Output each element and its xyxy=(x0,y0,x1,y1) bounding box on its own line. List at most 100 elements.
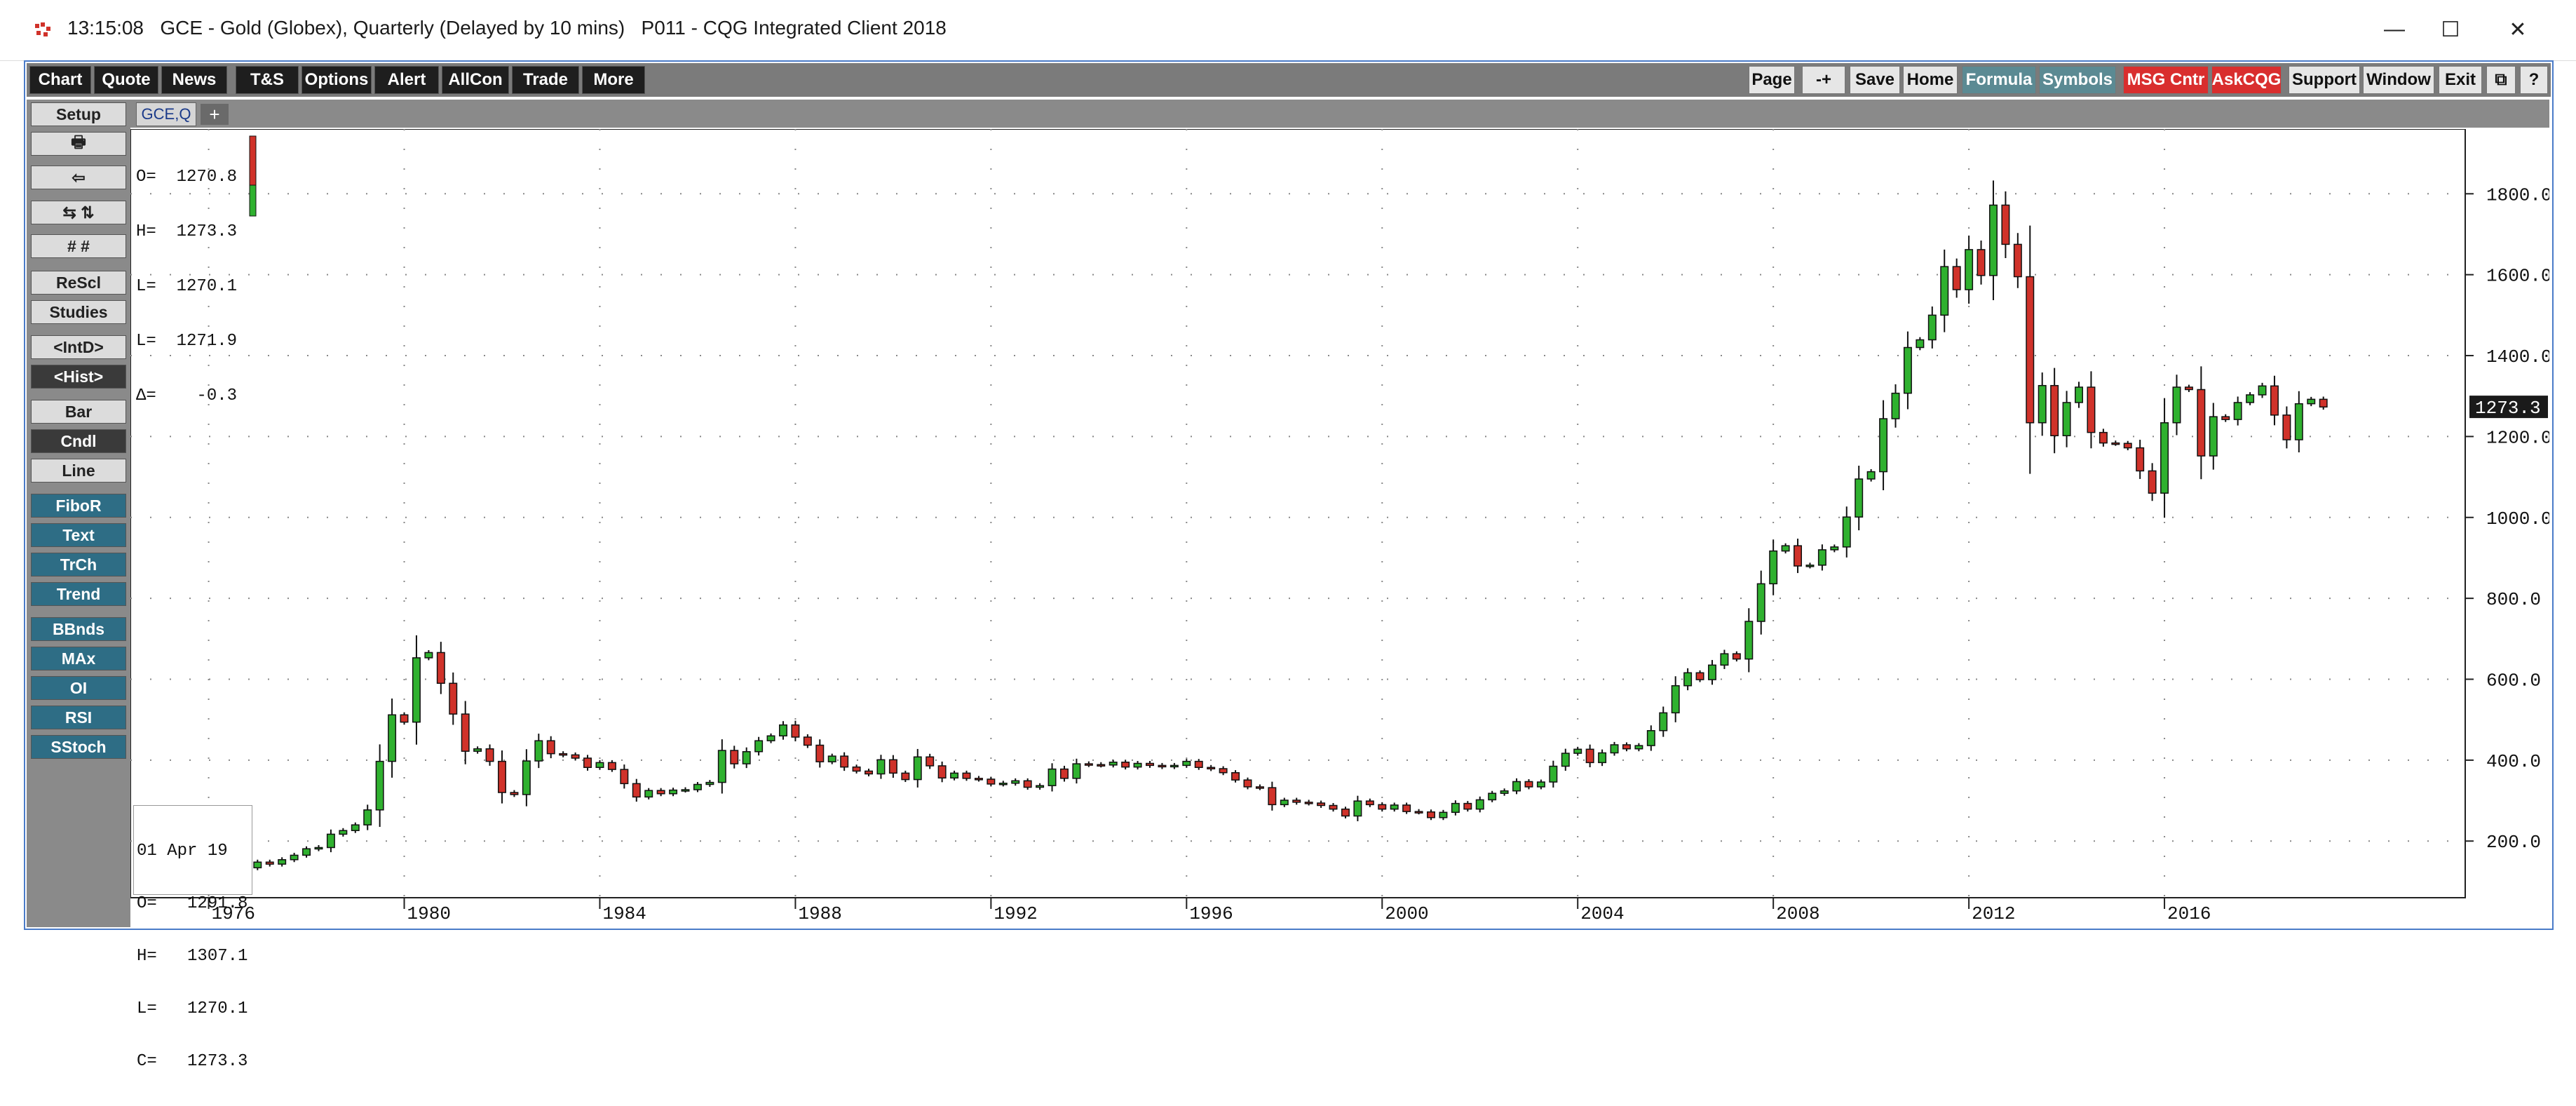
candle-down xyxy=(1158,764,1167,768)
candle-up xyxy=(522,760,531,795)
help-button[interactable]: ? xyxy=(2520,66,2548,94)
candle-up xyxy=(363,809,372,825)
candle-up xyxy=(1048,768,1057,786)
candle-down xyxy=(2050,384,2059,436)
menu-ts-button[interactable]: T&S xyxy=(236,66,299,94)
candle-up xyxy=(2233,402,2242,420)
candle-down xyxy=(962,772,971,779)
x-tick-label: 1980 xyxy=(407,903,451,924)
print-icon[interactable]: 🖶 xyxy=(31,132,126,156)
candle-up xyxy=(1646,730,1655,746)
menu-quote-button[interactable]: Quote xyxy=(94,66,158,94)
maximize-button[interactable]: ☐ xyxy=(2441,18,2460,41)
bar-chart-button[interactable]: Bar xyxy=(31,400,126,424)
y-tick-label: 1600.0 xyxy=(2486,266,2549,287)
restore-icon[interactable]: ⧉ xyxy=(2486,66,2516,94)
candle-up xyxy=(1512,781,1521,792)
candle-up xyxy=(2062,402,2071,436)
formula-button[interactable]: Formula xyxy=(1962,66,2036,94)
candle-down xyxy=(1231,772,1240,781)
tab-gce-q[interactable]: GCE,Q xyxy=(136,102,196,126)
candle-up xyxy=(766,735,775,741)
support-button[interactable]: Support xyxy=(2289,66,2360,94)
candle-up xyxy=(2294,403,2303,440)
back-icon[interactable]: ⇦ xyxy=(31,166,126,189)
menu-alert-button[interactable]: Alert xyxy=(374,66,439,94)
x-tick-label: 1976 xyxy=(212,903,255,924)
ohlc-line: O= 1270.8 xyxy=(136,168,238,187)
msg-center-button[interactable]: MSG Cntr xyxy=(2123,66,2209,94)
candle-up xyxy=(1536,781,1545,788)
menu-news-button[interactable]: News xyxy=(161,66,227,94)
candle-down xyxy=(1402,804,1411,812)
candle-down xyxy=(1427,811,1435,818)
moving-average-button[interactable]: MAx xyxy=(31,647,126,670)
menu-trade-button[interactable]: Trade xyxy=(512,66,579,94)
trendline-button[interactable]: Trend xyxy=(31,582,126,606)
current-candle-body xyxy=(249,135,257,186)
text-tool-button[interactable]: Text xyxy=(31,523,126,547)
candle-down xyxy=(1304,802,1313,804)
candle-up xyxy=(1170,764,1179,768)
cqg-app-icon xyxy=(35,22,50,36)
candle-up xyxy=(2160,422,2169,494)
page-button[interactable]: Page xyxy=(1749,66,1795,94)
exit-button[interactable]: Exit xyxy=(2439,66,2482,94)
chart-area[interactable]: 200.0 400.0 600.0 800.0 1000.0 1200.0 1400.0 16… xyxy=(130,128,2552,927)
candle-down xyxy=(2136,447,2145,472)
candle-down xyxy=(1097,764,1106,767)
candle-up xyxy=(1488,793,1497,801)
askcqg-button[interactable]: AskCQG xyxy=(2211,66,2282,94)
candle-up xyxy=(375,760,384,811)
candle-down xyxy=(1695,672,1704,680)
candle-up xyxy=(1891,392,1900,419)
historical-button[interactable]: <Hist> xyxy=(31,365,126,389)
candle-up xyxy=(1781,545,1790,552)
candle-down xyxy=(1732,653,1741,660)
home-button[interactable]: Home xyxy=(1903,66,1958,94)
candle-chart-button[interactable]: Cndl xyxy=(31,429,126,453)
line-chart-button[interactable]: Line xyxy=(31,459,126,483)
candle-up xyxy=(1451,802,1460,814)
ohlc-line: H= 1273.3 xyxy=(136,222,238,241)
candle-up xyxy=(424,652,433,659)
candle-down xyxy=(449,682,458,715)
symbols-button[interactable]: Symbols xyxy=(2039,66,2116,94)
fibonacci-button[interactable]: FiboR xyxy=(31,494,126,518)
close-button[interactable]: ✕ xyxy=(2509,18,2527,41)
candle-up xyxy=(681,789,690,792)
intraday-button[interactable]: <IntD> xyxy=(31,335,126,359)
swap-axes-icon[interactable]: ⇆ ⇅ xyxy=(31,201,126,224)
price-chart[interactable]: 200.0 400.0 600.0 800.0 1000.0 1200.0 1400.0 16… xyxy=(130,128,2552,927)
minimize-button[interactable]: — xyxy=(2384,18,2405,41)
grid-toggle-icon[interactable]: # # xyxy=(31,234,126,258)
rescale-button[interactable]: ReScl xyxy=(31,271,126,295)
menu-allcon-button[interactable]: AllCon xyxy=(442,66,509,94)
zoom-toggle-button[interactable]: -+ xyxy=(1802,66,1845,94)
candle-down xyxy=(1121,762,1130,768)
y-tick-label: 1000.0 xyxy=(2486,508,2549,530)
menu-chart-button[interactable]: Chart xyxy=(29,66,91,94)
bollinger-bands-button[interactable]: BBnds xyxy=(31,617,126,641)
candle-down xyxy=(2221,416,2230,420)
slow-stochastic-button[interactable]: SStoch xyxy=(31,735,126,759)
add-tab-button[interactable]: + xyxy=(201,104,229,125)
y-tick-label: 200.0 xyxy=(2486,832,2541,853)
cursor-data-box: 01 Apr 19 O= 1291.8 H= 1307.1 L= 1270.1 … xyxy=(133,805,252,1070)
open-interest-button[interactable]: OI xyxy=(31,676,126,700)
candle-down xyxy=(865,770,874,775)
trend-channel-button[interactable]: TrCh xyxy=(31,553,126,576)
candle-up xyxy=(278,859,287,865)
candle-up xyxy=(1879,418,1888,473)
window-button[interactable]: Window xyxy=(2363,66,2434,94)
candle-down xyxy=(1794,545,1803,567)
candle-up xyxy=(326,833,335,849)
setup-button[interactable]: Setup xyxy=(31,102,126,126)
candle-up xyxy=(1072,763,1081,779)
menu-more-button[interactable]: More xyxy=(582,66,645,94)
candle-up xyxy=(1805,565,1815,567)
menu-options-button[interactable]: Options xyxy=(301,66,372,94)
save-button[interactable]: Save xyxy=(1850,66,1900,94)
rsi-button[interactable]: RSI xyxy=(31,706,126,729)
studies-button[interactable]: Studies xyxy=(31,300,126,324)
